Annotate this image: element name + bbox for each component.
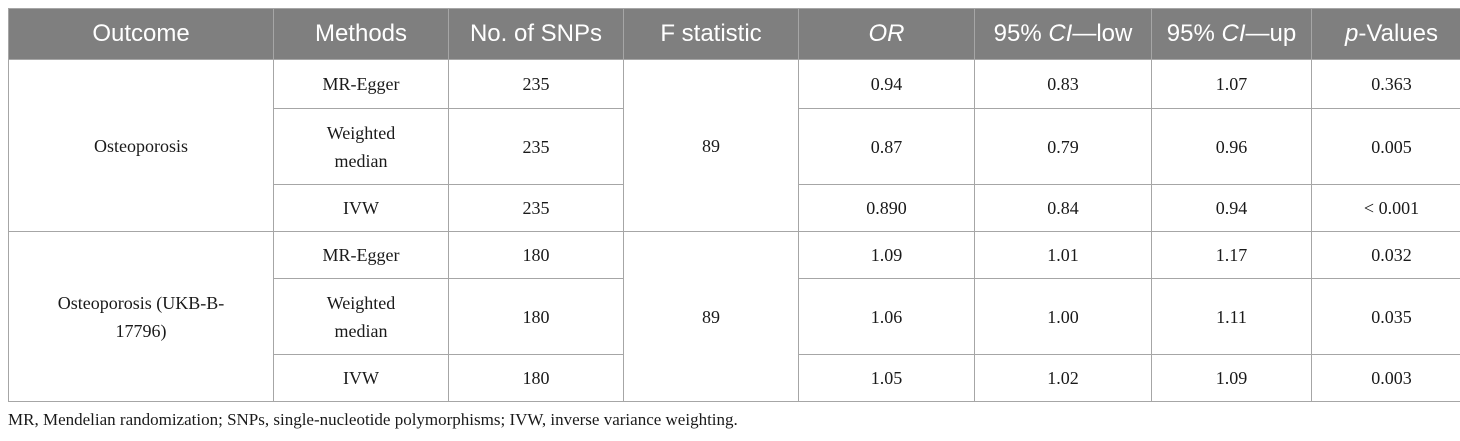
header-ci-up: 95% CI—up (1151, 8, 1312, 60)
ci-up-cell: 0.96 (1151, 108, 1312, 185)
snps-cell: 235 (448, 108, 624, 185)
snps-cell: 180 (448, 231, 624, 279)
header-methods: Methods (273, 8, 449, 60)
ci-low-cell: 0.79 (974, 108, 1152, 185)
method-cell: MR-Egger (273, 59, 449, 109)
fstat-cell: 89 (623, 59, 799, 232)
header-p-italic: p (1345, 20, 1359, 47)
p-value-cell: 0.003 (1311, 354, 1460, 402)
header-ci-up-suffix: —up (1245, 20, 1297, 47)
table-footnote: MR, Mendelian randomization; SNPs, singl… (8, 410, 738, 429)
p-value-cell: 0.032 (1311, 231, 1460, 279)
p-value-cell: < 0.001 (1311, 184, 1460, 232)
method-cell: MR-Egger (273, 231, 449, 279)
ci-low-cell: 1.02 (974, 354, 1152, 402)
header-p-values: p-Values (1311, 8, 1460, 60)
header-ci-low: 95% CI—low (974, 8, 1152, 60)
p-value-cell: 0.035 (1311, 278, 1460, 355)
header-ci-up-ci: CI (1221, 20, 1246, 47)
method-cell: IVW (273, 184, 449, 232)
outcome-cell: Osteoporosis (8, 59, 274, 232)
ci-low-cell: 0.83 (974, 59, 1152, 109)
snps-cell: 180 (448, 278, 624, 355)
header-snps: No. of SNPs (448, 8, 624, 60)
header-outcome: Outcome (8, 8, 274, 60)
ci-low-cell: 1.00 (974, 278, 1152, 355)
or-cell: 1.06 (798, 278, 975, 355)
results-table: Outcome Methods No. of SNPs F statistic … (8, 8, 1460, 402)
header-ci-low-suffix: —low (1072, 20, 1133, 47)
method-text: Weighted median (326, 292, 396, 341)
ci-up-cell: 1.11 (1151, 278, 1312, 355)
snps-cell: 180 (448, 354, 624, 402)
fstat-cell: 89 (623, 231, 799, 402)
or-cell: 0.94 (798, 59, 975, 109)
method-cell: Weighted median (273, 108, 449, 185)
ci-up-cell: 0.94 (1151, 184, 1312, 232)
snps-cell: 235 (448, 184, 624, 232)
method-text: Weighted median (326, 122, 396, 171)
ci-low-cell: 0.84 (974, 184, 1152, 232)
table-row: Osteoporosis (UKB-B-17796) MR-Egger 180 … (8, 231, 1460, 402)
ci-up-cell: 1.17 (1151, 231, 1312, 279)
header-ci-up-prefix: 95% (1166, 20, 1222, 47)
or-cell: 1.09 (798, 231, 975, 279)
header-or-text: OR (868, 20, 905, 47)
table-row: Weighted median 180 1.06 1.00 1.11 0.035 (9, 278, 1460, 355)
header-ci-low-ci: CI (1048, 20, 1073, 47)
ci-up-cell: 1.07 (1151, 59, 1312, 109)
ci-low-cell: 1.01 (974, 231, 1152, 279)
method-cell: IVW (273, 354, 449, 402)
header-p-suffix: -Values (1358, 20, 1438, 47)
header-ci-low-prefix: 95% (993, 20, 1049, 47)
method-cell: Weighted median (273, 278, 449, 355)
outcome-text: Osteoporosis (UKB-B-17796) (57, 292, 225, 341)
table-row: IVW 180 1.05 1.02 1.09 0.003 (9, 354, 1460, 402)
header-or: OR (798, 8, 975, 60)
header-row: Outcome Methods No. of SNPs F statistic … (8, 8, 1460, 60)
p-value-cell: 0.005 (1311, 108, 1460, 185)
or-cell: 0.890 (798, 184, 975, 232)
table-row: Weighted median 235 0.87 0.79 0.96 0.005 (9, 108, 1460, 185)
ci-up-cell: 1.09 (1151, 354, 1312, 402)
or-cell: 1.05 (798, 354, 975, 402)
snps-cell: 235 (448, 59, 624, 109)
outcome-cell: Osteoporosis (UKB-B-17796) (8, 231, 274, 402)
p-value-cell: 0.363 (1311, 59, 1460, 109)
header-fstat: F statistic (623, 8, 799, 60)
or-cell: 0.87 (798, 108, 975, 185)
table-row: Osteoporosis MR-Egger 235 89 0.94 0.83 1… (8, 59, 1460, 232)
table-row: IVW 235 0.890 0.84 0.94 < 0.001 (9, 184, 1460, 232)
